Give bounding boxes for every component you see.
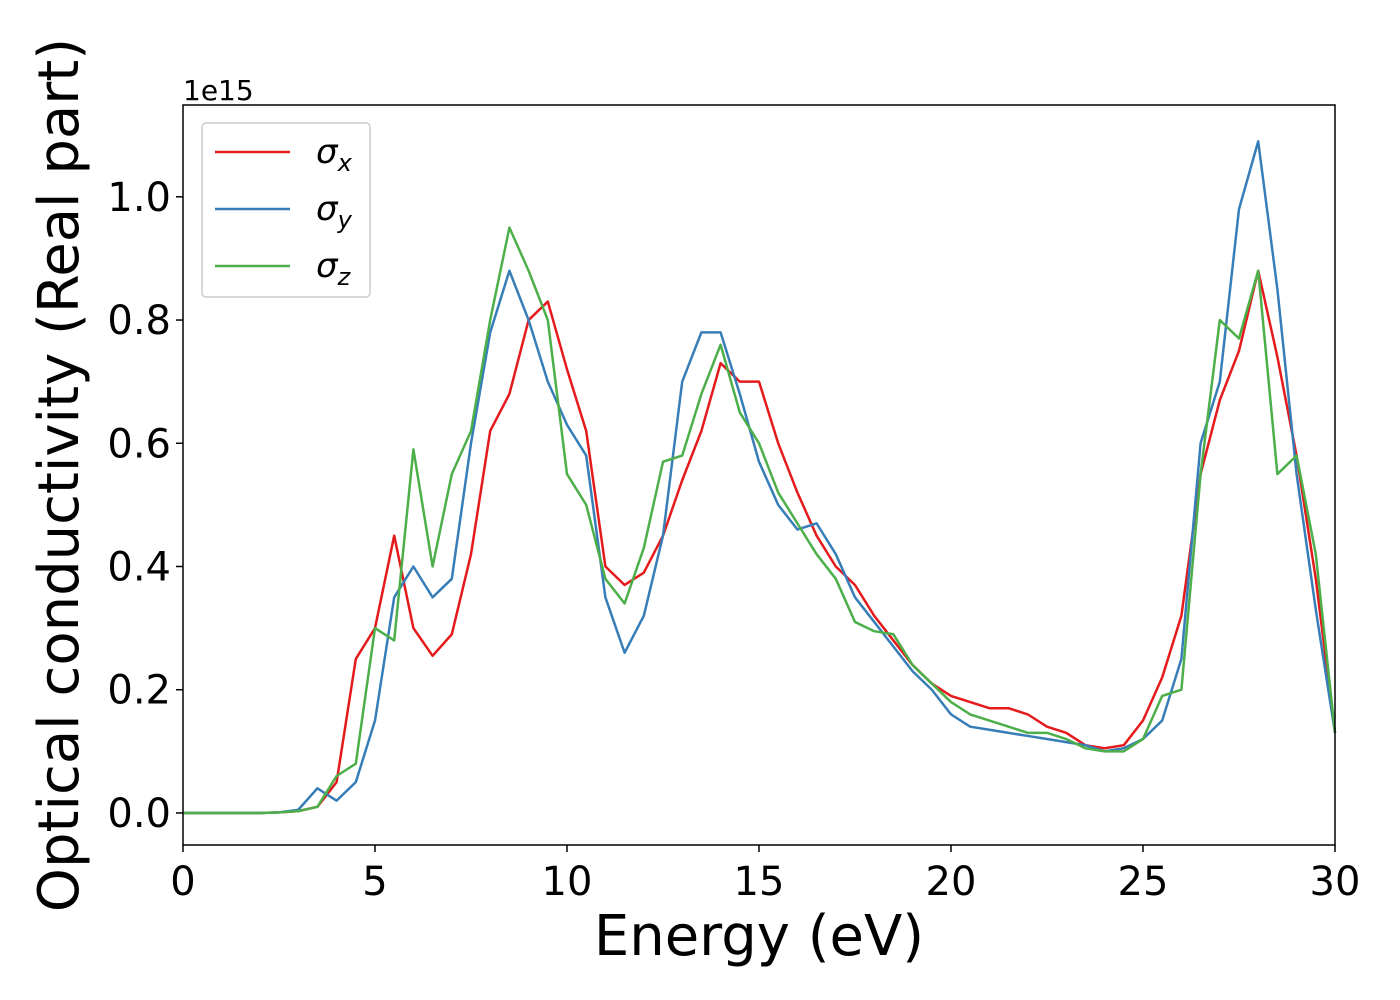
y-tick-label: 0.2 (107, 668, 171, 714)
x-tick-label: 25 (1118, 859, 1169, 905)
y-offset-label: 1e15 (183, 74, 254, 107)
x-axis-label: Energy (eV) (594, 904, 924, 969)
y-axis-label: Optical conductivity (Real part) (27, 38, 92, 912)
legend-label: σy (316, 189, 353, 234)
series-line (183, 226, 1337, 815)
y-tick-label: 0.0 (107, 791, 171, 837)
x-tick-label: 30 (1310, 859, 1361, 905)
y-tick-label: 0.8 (107, 298, 171, 344)
legend-label: σz (316, 246, 352, 291)
x-tick-label: 10 (542, 859, 593, 905)
x-tick-label: 5 (362, 859, 387, 905)
x-tick-label: 0 (170, 859, 195, 905)
y-tick-label: 0.4 (107, 544, 171, 590)
plot-frame (182, 104, 1336, 846)
y-tick-label: 0.6 (107, 421, 171, 467)
x-tick-label: 15 (734, 859, 785, 905)
legend-label: σx (316, 132, 353, 177)
y-tick-label: 1.0 (107, 175, 171, 221)
x-tick-label: 20 (926, 859, 977, 905)
legend: σx σy σz (201, 122, 371, 298)
